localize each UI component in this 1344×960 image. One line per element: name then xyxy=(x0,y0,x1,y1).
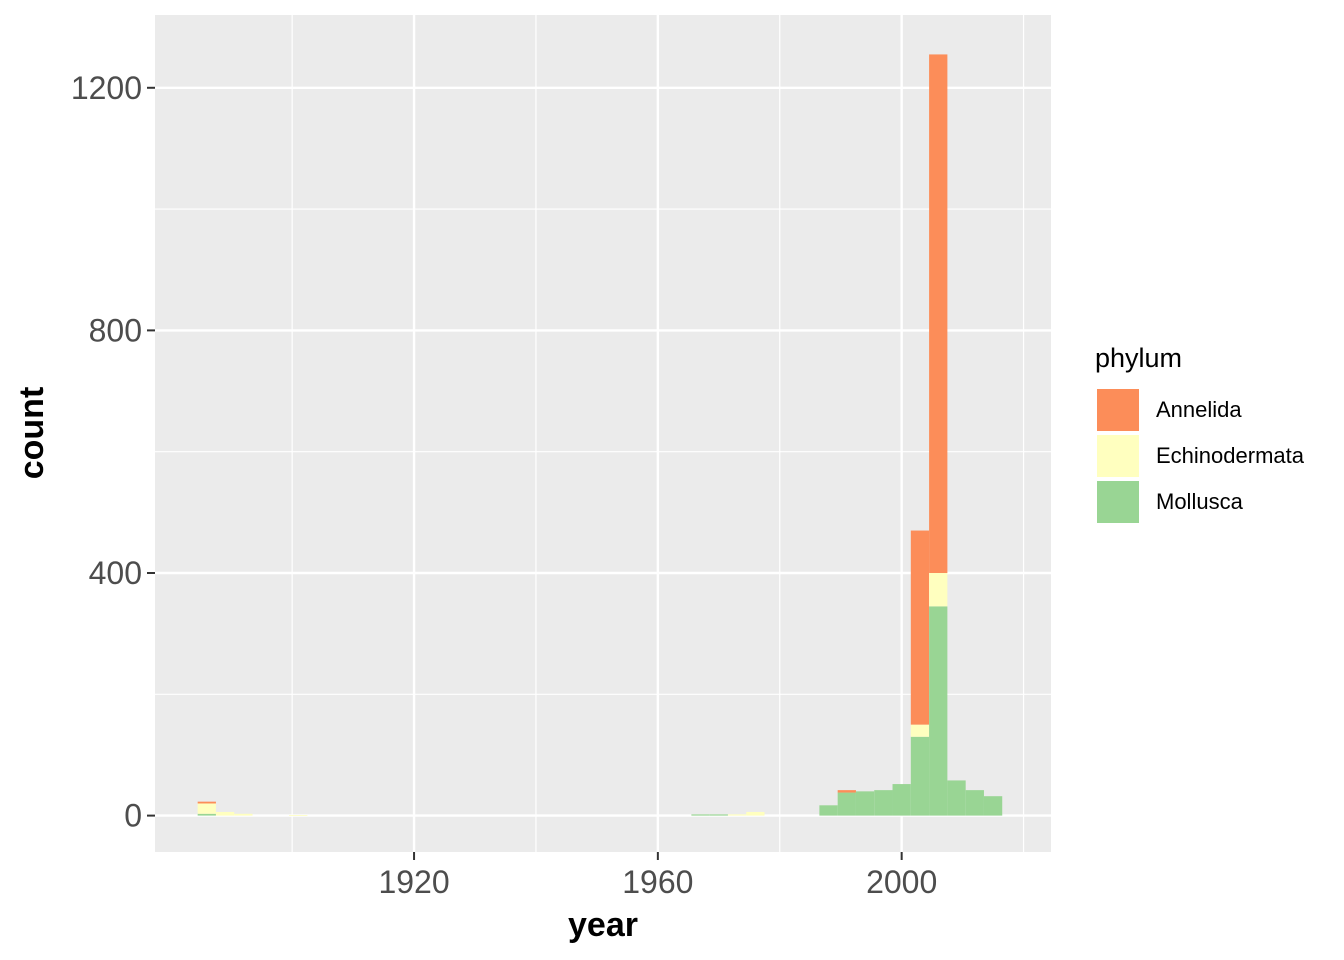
bar-mollusca xyxy=(709,814,728,816)
legend-items: Annelida Echinodermata Mollusca xyxy=(1097,389,1305,523)
legend-label-annelida: Annelida xyxy=(1156,397,1242,422)
bar-annelida xyxy=(197,801,216,804)
legend-swatch-mollusca xyxy=(1097,481,1139,523)
bar-mollusca xyxy=(874,790,893,816)
legend-title: phylum xyxy=(1095,343,1182,373)
bar-mollusca xyxy=(929,606,948,816)
bar-mollusca xyxy=(892,784,911,816)
x-tick-label: 2000 xyxy=(866,864,937,900)
bar-mollusca xyxy=(947,780,966,816)
y-tick-label: 1200 xyxy=(71,70,142,106)
legend: phylum Annelida Echinodermata Mollusca xyxy=(1095,343,1305,523)
x-tick-label: 1960 xyxy=(622,864,693,900)
bar-echinodermata xyxy=(289,815,308,816)
x-tick-labels: 1920 1960 2000 xyxy=(378,864,937,900)
bar-echinodermata xyxy=(746,811,765,816)
y-tick-label: 400 xyxy=(89,555,142,591)
bar-echinodermata xyxy=(234,813,253,816)
bar-echinodermata xyxy=(197,803,216,814)
bar-mollusca xyxy=(983,796,1003,816)
y-axis-title: count xyxy=(13,387,51,480)
bar-mollusca xyxy=(965,790,984,816)
bar-echinodermata xyxy=(910,724,930,737)
axis-ticks xyxy=(147,86,903,860)
bar-mollusca xyxy=(910,736,930,816)
bar-annelida xyxy=(929,54,948,574)
bar-mollusca xyxy=(819,805,838,816)
stacked-bars xyxy=(197,54,1003,816)
bar-annelida xyxy=(910,530,930,725)
legend-swatch-annelida xyxy=(1097,389,1139,431)
bar-echinodermata xyxy=(215,811,235,816)
bar-echinodermata xyxy=(929,573,948,607)
legend-swatch-echinodermata xyxy=(1097,435,1139,477)
legend-label-mollusca: Mollusca xyxy=(1156,489,1244,514)
y-tick-label: 0 xyxy=(124,798,142,834)
bar-mollusca xyxy=(691,814,710,816)
bar-mollusca xyxy=(855,791,875,816)
bar-annelida xyxy=(837,790,856,793)
x-tick-label: 1920 xyxy=(378,864,449,900)
x-axis-title: year xyxy=(568,906,638,944)
bar-mollusca xyxy=(197,813,216,816)
legend-label-echinodermata: Echinodermata xyxy=(1156,443,1305,468)
y-tick-label: 800 xyxy=(89,312,142,348)
y-tick-labels: 0 400 800 1200 xyxy=(71,70,142,834)
bar-echinodermata xyxy=(727,814,747,816)
bar-mollusca xyxy=(837,792,856,816)
